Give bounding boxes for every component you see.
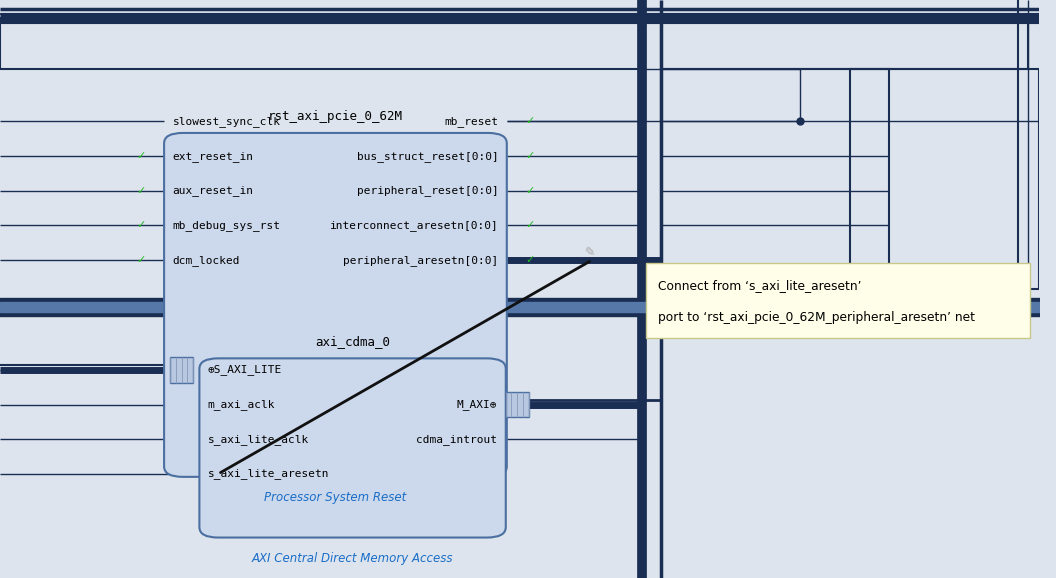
Bar xyxy=(0,18,644,69)
Text: bus_struct_reset[0:0]: bus_struct_reset[0:0] xyxy=(357,151,498,161)
Text: ✓: ✓ xyxy=(525,151,534,161)
Text: aux_reset_in: aux_reset_in xyxy=(172,186,253,196)
FancyBboxPatch shape xyxy=(200,358,506,538)
Bar xyxy=(660,69,889,312)
Text: port to ‘rst_axi_pcie_0_62M_peripheral_aresetn’ net: port to ‘rst_axi_pcie_0_62M_peripheral_a… xyxy=(659,310,976,324)
Text: ✓: ✓ xyxy=(136,255,146,265)
Text: Connect from ‘s_axi_lite_aresetn’: Connect from ‘s_axi_lite_aresetn’ xyxy=(659,279,862,292)
Bar xyxy=(506,392,529,417)
Text: M_AXI⊕: M_AXI⊕ xyxy=(457,399,497,410)
Text: s_axi_lite_aclk: s_axi_lite_aclk xyxy=(208,434,309,444)
Bar xyxy=(646,263,1031,338)
Text: ✓: ✓ xyxy=(525,116,534,127)
Text: interconnect_aresetn[0:0]: interconnect_aresetn[0:0] xyxy=(329,220,498,231)
Text: ✓: ✓ xyxy=(136,186,146,196)
Text: AXI Central Direct Memory Access: AXI Central Direct Memory Access xyxy=(251,552,453,565)
Text: ext_reset_in: ext_reset_in xyxy=(172,151,253,161)
Text: s_axi_lite_aresetn: s_axi_lite_aresetn xyxy=(208,469,329,479)
Text: ✓: ✓ xyxy=(136,151,146,161)
Text: ✓: ✓ xyxy=(525,255,534,265)
Text: ✓: ✓ xyxy=(136,220,146,231)
Text: cdma_introut: cdma_introut xyxy=(416,434,497,444)
Text: peripheral_aresetn[0:0]: peripheral_aresetn[0:0] xyxy=(343,255,498,265)
Text: ✏: ✏ xyxy=(580,243,597,260)
Text: rst_axi_pcie_0_62M: rst_axi_pcie_0_62M xyxy=(268,110,403,123)
Text: mb_debug_sys_rst: mb_debug_sys_rst xyxy=(172,220,281,231)
Text: Processor System Reset: Processor System Reset xyxy=(264,491,407,504)
Text: m_axi_aclk: m_axi_aclk xyxy=(208,399,276,410)
Text: ✓: ✓ xyxy=(525,186,534,196)
Text: peripheral_reset[0:0]: peripheral_reset[0:0] xyxy=(357,186,498,196)
Text: ✓: ✓ xyxy=(525,220,534,231)
Text: mb_reset: mb_reset xyxy=(445,116,498,127)
Bar xyxy=(170,357,193,383)
Bar xyxy=(660,18,1029,69)
Text: slowest_sync_clk: slowest_sync_clk xyxy=(172,116,281,127)
Text: dcm_locked: dcm_locked xyxy=(172,255,240,265)
Text: axi_cdma_0: axi_cdma_0 xyxy=(315,335,390,348)
Bar xyxy=(849,69,1038,289)
Text: ⊕S_AXI_LITE: ⊕S_AXI_LITE xyxy=(208,365,282,375)
FancyBboxPatch shape xyxy=(164,133,507,477)
